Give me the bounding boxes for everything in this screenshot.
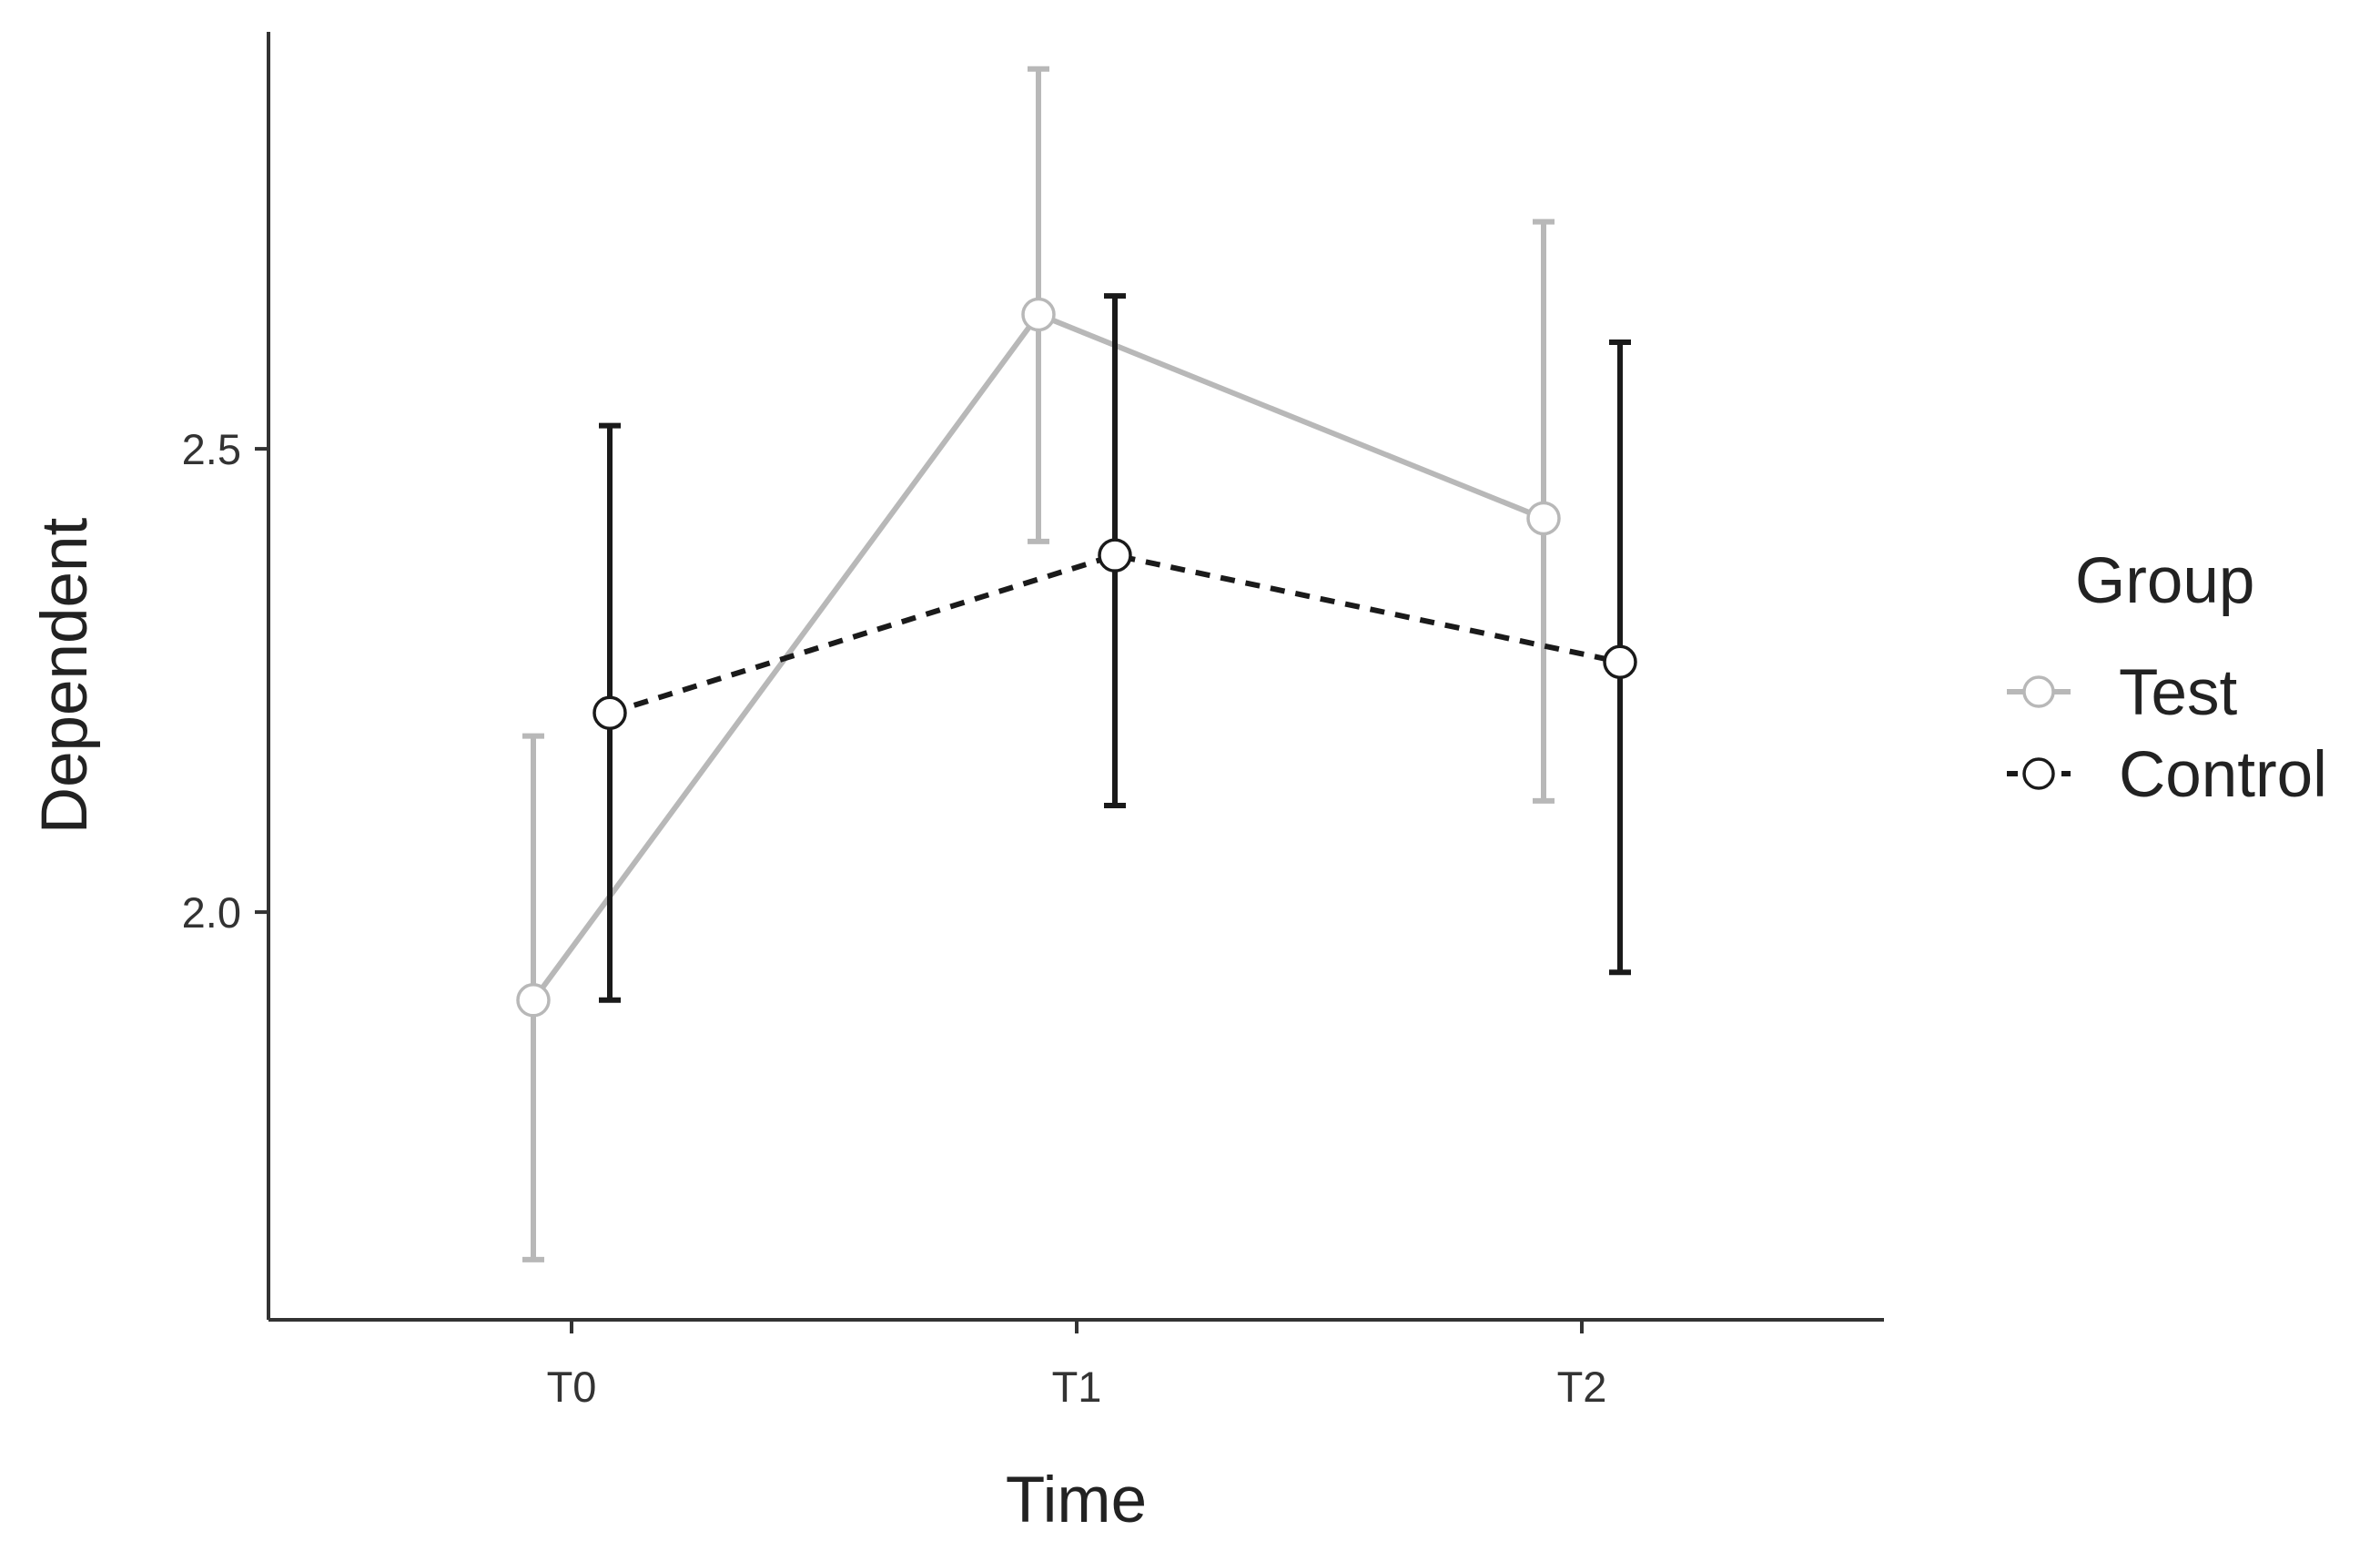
- axes: 2.0 2.5 T0 T1 T2 Time Dependent: [29, 32, 1884, 1536]
- series-control: [592, 293, 1637, 1003]
- legend-key-control: [2007, 757, 2071, 790]
- legend: Group Test Control: [2007, 545, 2327, 811]
- series-line-control: [609, 552, 1621, 716]
- x-tick-label: T0: [547, 1363, 597, 1411]
- data-point-control: [1098, 538, 1132, 573]
- y-tick-label: 2.5: [182, 425, 241, 473]
- data-point-test: [516, 983, 551, 1018]
- legend-label-test: Test: [2119, 657, 2237, 729]
- data-point-control: [592, 695, 627, 730]
- data-point-test: [1021, 297, 1056, 332]
- series-layer: [516, 66, 1637, 1262]
- legend-title: Group: [2075, 545, 2254, 617]
- x-axis-title: Time: [1006, 1465, 1147, 1536]
- y-axis-title: Dependent: [29, 518, 101, 835]
- legend-key-test: [2007, 675, 2071, 708]
- x-tick-label: T2: [1557, 1363, 1607, 1411]
- legend-label-control: Control: [2119, 739, 2327, 811]
- data-point-test: [1526, 501, 1561, 536]
- legend-marker-control: [2022, 757, 2055, 790]
- x-tick-label: T1: [1052, 1363, 1102, 1411]
- legend-marker-test: [2022, 675, 2055, 708]
- y-tick-label: 2.0: [182, 888, 241, 937]
- series-test: [516, 66, 1561, 1262]
- data-point-control: [1603, 644, 1637, 679]
